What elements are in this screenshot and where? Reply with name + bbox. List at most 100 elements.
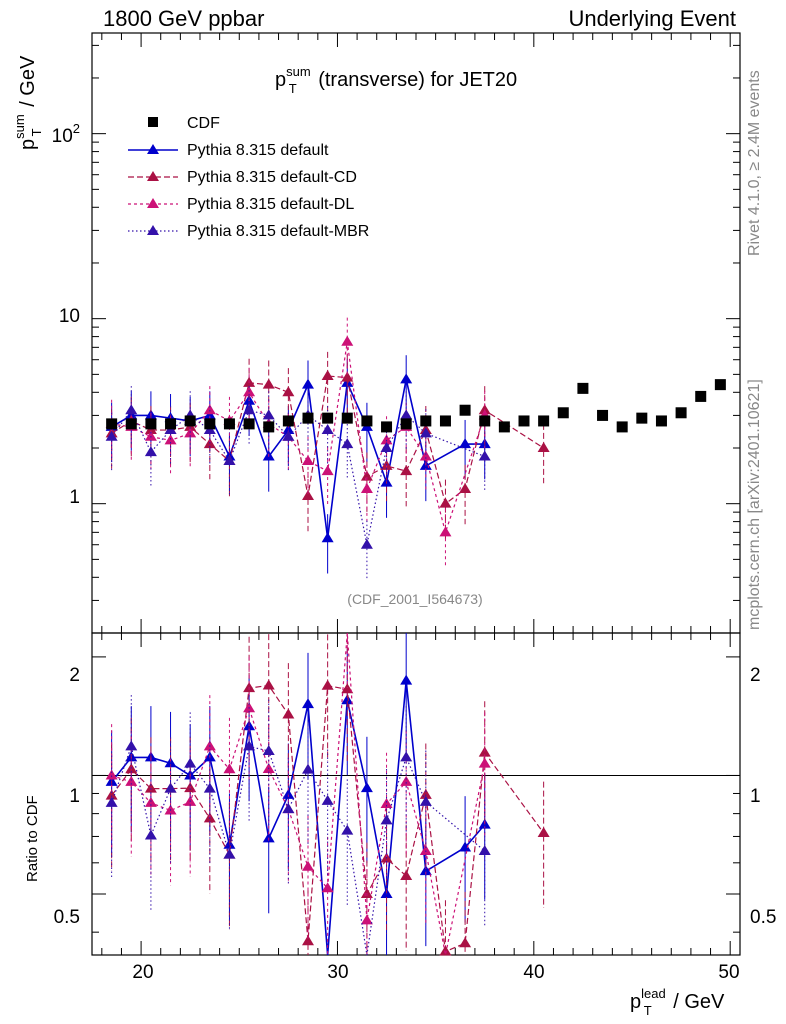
data-point — [439, 497, 452, 508]
ratio-point — [302, 763, 314, 774]
y-axis-label-sub: T — [29, 128, 44, 136]
data-point — [302, 378, 314, 389]
ratio-point — [478, 757, 491, 768]
ratio-tick-labels: 0.5 1 2 0.5 1 2 — [54, 665, 777, 928]
data-point — [380, 434, 393, 445]
data-point — [459, 438, 472, 449]
data-point — [400, 373, 413, 384]
legend-cdf-marker — [148, 117, 158, 127]
y-tick-labels: 1 10 102 — [52, 121, 80, 508]
x-axis-label-sup: lead — [641, 986, 666, 1001]
data-point — [223, 455, 236, 466]
data-point — [597, 409, 609, 421]
data-point — [341, 438, 354, 449]
data-point — [360, 483, 373, 494]
ratio-point — [321, 794, 334, 805]
ratio-point — [144, 796, 157, 807]
data-point — [145, 418, 157, 430]
ratio-point — [125, 775, 138, 786]
data-point — [478, 450, 491, 461]
x-axis-label: plead T / GeV — [630, 986, 725, 1018]
data-point — [361, 415, 373, 427]
ratio-point — [184, 757, 197, 768]
data-point — [144, 430, 157, 441]
data-point — [321, 532, 334, 543]
data-point — [479, 415, 491, 427]
data-point — [478, 404, 491, 415]
data-point — [105, 430, 118, 441]
ratio-point — [341, 694, 354, 705]
ratio-point — [380, 798, 393, 809]
ratio-point — [302, 860, 314, 871]
data-point — [360, 470, 373, 481]
x-tick-label: 50 — [718, 962, 739, 983]
x-tick-label: 20 — [132, 962, 153, 983]
x-axis-label-rest: / GeV — [668, 991, 725, 1013]
mcplots-label: mcplots.cern.ch [arXiv:2401.10621] — [746, 379, 763, 630]
data-point — [322, 412, 334, 424]
data-point — [498, 421, 510, 433]
data-point — [302, 490, 314, 501]
header-right: Underlying Event — [568, 6, 736, 31]
y-axis-label-rest: / GeV — [17, 55, 39, 112]
data-point — [636, 412, 648, 424]
legend: CDF Pythia 8.315 default Pythia 8.315 de… — [128, 115, 369, 240]
data-point — [106, 418, 118, 430]
plot-title: psum T (transverse) for JET20 — [275, 64, 517, 96]
ratio-point — [302, 698, 314, 709]
y-axis-label: psum T / GeV — [12, 55, 44, 150]
data-point — [263, 421, 275, 433]
data-point — [400, 465, 413, 476]
header-left: 1800 GeV ppbar — [103, 6, 265, 31]
data-point — [262, 378, 275, 389]
x-axis-label-main: p — [630, 991, 641, 1013]
data-point — [439, 415, 451, 427]
y-tick-label-exp: 2 — [73, 121, 80, 136]
data-point — [695, 390, 707, 402]
x-tick-label: 30 — [327, 962, 348, 983]
data-point — [557, 407, 569, 419]
ratio-point — [243, 740, 256, 751]
ratio-tick-label-right: 2 — [750, 665, 761, 686]
data-point — [714, 379, 726, 391]
y-tick-label: 1 — [69, 487, 80, 508]
data-point — [380, 441, 393, 452]
data-point — [420, 415, 432, 427]
ratio-line — [111, 684, 545, 953]
ratio-point — [105, 769, 118, 780]
data-point — [419, 427, 432, 438]
legend-mbr-marker — [147, 225, 159, 235]
data-point — [518, 415, 530, 427]
data-point — [419, 450, 432, 461]
legend-cd-label: Pythia 8.315 default-CD — [187, 169, 357, 186]
data-point — [400, 409, 413, 420]
x-tick-labels: 20 30 40 50 — [132, 962, 739, 983]
chart-marks — [91, 32, 741, 956]
data-point — [675, 407, 687, 419]
legend-dl-marker — [147, 198, 159, 208]
data-point — [165, 418, 177, 430]
legend-cdf-label: CDF — [187, 115, 220, 132]
plot-title-rest: (transverse) for JET20 — [313, 69, 518, 91]
ratio-point — [419, 795, 432, 806]
legend-cd-marker — [147, 171, 159, 181]
data-point — [459, 404, 471, 416]
plot-title-sup: sum — [286, 64, 311, 79]
data-point — [577, 382, 589, 394]
data-point — [282, 415, 294, 427]
ratio-point — [400, 869, 413, 880]
data-point — [302, 412, 314, 424]
data-point — [341, 371, 354, 382]
y-axis-label-main: p — [17, 139, 39, 150]
ratio-point — [478, 845, 491, 856]
ratio-tick-label: 2 — [69, 665, 80, 686]
data-point — [321, 369, 334, 380]
data-point — [360, 538, 373, 549]
legend-dl-label: Pythia 8.315 default-DL — [187, 196, 354, 213]
ratio-point — [164, 782, 177, 793]
ratio-axis-label: Ratio to CDF — [24, 795, 41, 882]
data-point — [203, 404, 216, 415]
x-tick-label: 40 — [523, 962, 544, 983]
ratio-line — [111, 632, 486, 956]
